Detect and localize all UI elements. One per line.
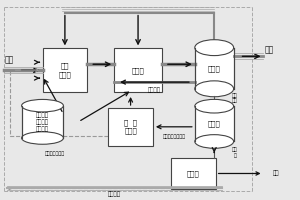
Bar [22,106,63,138]
Text: 少量固态污泥回流: 少量固态污泥回流 [162,134,185,139]
Ellipse shape [195,81,234,97]
Text: 生化池: 生化池 [132,67,144,74]
Ellipse shape [195,135,234,148]
Bar [171,158,216,189]
Ellipse shape [22,99,63,112]
Text: 流量
调节池: 流量 调节池 [58,63,71,78]
Text: 浓缩池: 浓缩池 [208,121,220,127]
Text: 液化后污泥回流: 液化后污泥回流 [44,151,64,156]
Ellipse shape [195,99,234,113]
Text: 进水: 进水 [5,56,14,65]
Bar [195,106,234,141]
Ellipse shape [195,40,234,56]
Text: 回流污泥: 回流污泥 [148,87,161,93]
Bar [108,108,153,146]
Text: 沉淀池: 沉淀池 [208,65,220,72]
Text: 污  泥
液化池: 污 泥 液化池 [124,119,137,134]
Text: 送泥
泵管: 送泥 泵管 [232,93,238,103]
Ellipse shape [22,132,63,144]
Text: 出水: 出水 [265,46,274,55]
Bar [114,48,162,92]
Bar [43,48,87,92]
Text: 绿色复合
微生物剂
供应系统: 绿色复合 微生物剂 供应系统 [36,112,49,132]
Text: 脱水滤液: 脱水滤液 [108,192,121,197]
Text: 污泥: 污泥 [272,171,279,176]
Text: 送泥
管: 送泥 管 [232,147,238,158]
Text: 脱水房: 脱水房 [187,170,200,177]
Bar [195,48,234,89]
